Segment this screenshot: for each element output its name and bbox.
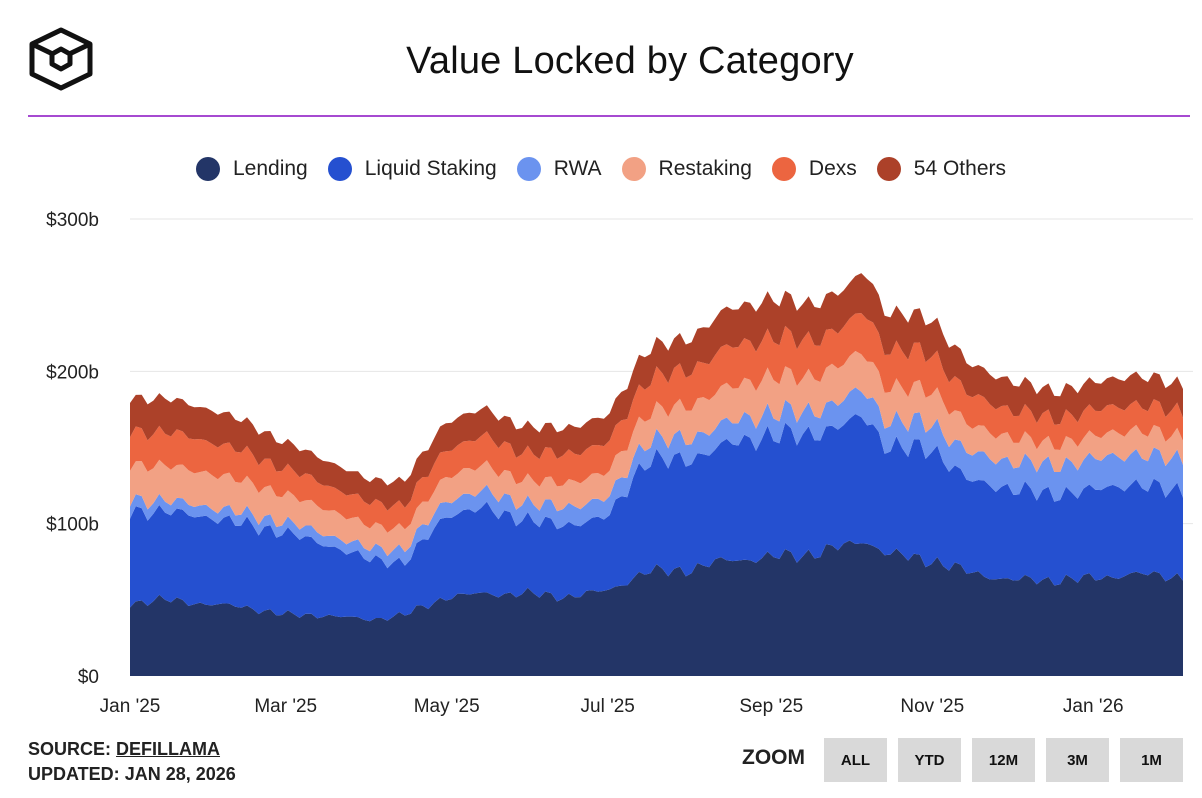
zoom-3m-button[interactable]: 3M (1046, 738, 1109, 782)
title-divider (28, 115, 1190, 117)
source-label: SOURCE: (28, 739, 112, 759)
source-link[interactable]: DEFILLAMA (116, 739, 221, 759)
x-tick-label: Sep '25 (739, 696, 803, 717)
chart-footer: SOURCE: DEFILLAMA UPDATED: JAN 28, 2026 (28, 737, 236, 787)
legend-item-lending[interactable]: Lending (196, 157, 308, 181)
legend-item-54-others[interactable]: 54 Others (876, 157, 1006, 181)
source-line: SOURCE: DEFILLAMA (28, 737, 236, 762)
legend-item-rwa[interactable]: RWA (516, 157, 602, 181)
y-tick-label: $200b (46, 362, 99, 383)
zoom-ytd-button[interactable]: YTD (898, 738, 961, 782)
area-lending (130, 540, 1183, 676)
zoom-1m-button[interactable]: 1M (1120, 738, 1183, 782)
area-restaking (130, 351, 1183, 557)
x-tick-label: May '25 (414, 696, 480, 717)
legend-label: Liquid Staking (364, 157, 497, 180)
area-54-others (130, 273, 1183, 511)
legend-label: RWA (553, 157, 602, 180)
legend-item-dexs[interactable]: Dexs (771, 157, 857, 181)
legend-swatch (196, 157, 220, 181)
legend-label: 54 Others (913, 157, 1006, 180)
legend-label: Restaking (658, 157, 752, 180)
legend-item-restaking[interactable]: Restaking (621, 157, 752, 181)
area-dexs (130, 313, 1183, 533)
x-tick-label: Jan '25 (100, 696, 161, 717)
legend-swatch (327, 157, 352, 181)
updated-date: JAN 28, 2026 (124, 764, 236, 784)
zoom-label: ZOOM (742, 746, 805, 769)
legend-swatch (771, 157, 796, 181)
legend-swatch (621, 157, 646, 181)
x-tick-label: Nov '25 (900, 696, 964, 717)
defillama-logo (29, 27, 93, 91)
chart-title: Value Locked by Category (406, 40, 854, 82)
updated-line: UPDATED: JAN 28, 2026 (28, 762, 236, 787)
x-tick-label: Jul '25 (581, 696, 635, 717)
legend-label: Lending (233, 157, 308, 180)
x-tick-label: Mar '25 (254, 696, 317, 717)
y-tick-label: $100b (46, 515, 99, 536)
legend-swatch (516, 157, 541, 181)
y-tick-label: $300b (46, 210, 99, 231)
zoom-12m-button[interactable]: 12M (972, 738, 1035, 782)
legend-swatch (876, 157, 901, 181)
legend-label: Dexs (808, 157, 857, 180)
area-rwa (130, 387, 1183, 569)
zoom-all-button[interactable]: ALL (824, 738, 887, 782)
legend-item-liquid-staking[interactable]: Liquid Staking (327, 157, 497, 181)
x-tick-label: Jan '26 (1063, 696, 1124, 717)
updated-label: UPDATED: (28, 764, 120, 784)
y-tick-label: $0 (78, 667, 99, 688)
area-liquid-staking (130, 414, 1183, 622)
chart-legend: Lending Liquid Staking RWA Restaking Dexs 54 … (0, 157, 1202, 181)
